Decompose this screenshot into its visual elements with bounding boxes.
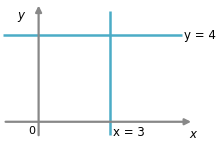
Text: 0: 0: [28, 126, 35, 136]
Text: x = 3: x = 3: [113, 126, 144, 139]
Text: x: x: [189, 128, 196, 141]
Text: y: y: [17, 9, 24, 22]
Text: y = 4: y = 4: [184, 29, 216, 42]
